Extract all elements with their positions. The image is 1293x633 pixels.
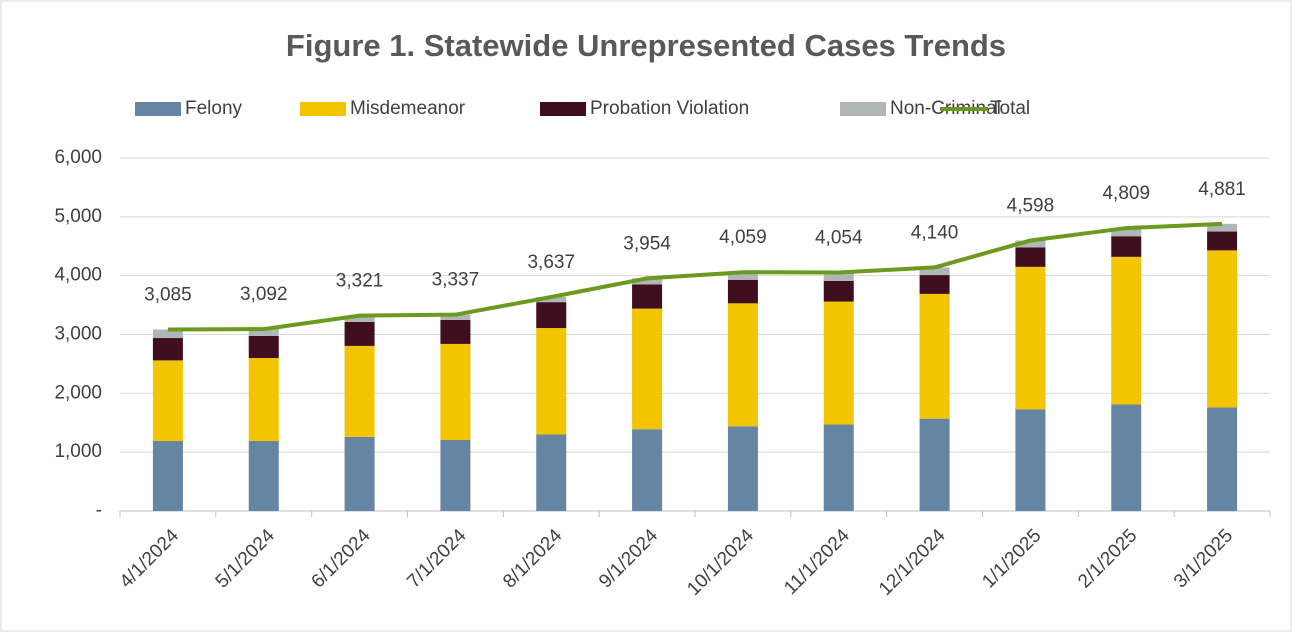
bar-segment: [344, 345, 375, 437]
bar-segment: [536, 328, 567, 435]
chart-title: Figure 1. Statewide Unrepresented Cases …: [286, 28, 1006, 63]
bar-segment: [152, 440, 183, 511]
bar-segment: [632, 429, 663, 511]
data-label: 4,059: [719, 227, 767, 248]
legend-swatch: [840, 102, 886, 116]
y-tick-label: -: [96, 500, 102, 521]
legend-label: Felony: [185, 98, 243, 119]
bar-segment: [1015, 247, 1046, 267]
y-tick-label: 5,000: [54, 206, 102, 227]
bar-segment: [536, 434, 567, 511]
legend-label: Total: [990, 98, 1030, 119]
data-label: 3,637: [527, 252, 575, 273]
bar-segment: [1111, 256, 1142, 405]
legend-swatch: [135, 102, 181, 116]
bar-segment: [152, 329, 183, 339]
bar-segment: [823, 280, 854, 302]
bar-segment: [919, 418, 950, 511]
bar-segment: [152, 360, 183, 441]
y-tick-label: 3,000: [54, 324, 102, 345]
data-label: 4,054: [815, 228, 863, 249]
bar-segment: [823, 301, 854, 425]
bar-segment: [1111, 228, 1142, 237]
bar-segment: [536, 297, 567, 303]
bar-segment: [440, 343, 471, 440]
legend-label: Misdemeanor: [350, 98, 466, 119]
bar-segment: [440, 319, 471, 344]
bar-segment: [344, 315, 375, 322]
data-label: 3,337: [432, 270, 480, 291]
bar-segment: [1015, 240, 1046, 248]
bar-segment: [152, 338, 183, 361]
bar-segment: [1015, 266, 1046, 410]
bar-segment: [823, 424, 854, 511]
bar-segment: [440, 439, 471, 511]
bar-segment: [1015, 409, 1046, 511]
bar-segment: [248, 329, 279, 336]
bar-segment: [919, 267, 950, 276]
bar-segment: [727, 426, 758, 511]
bar-segment: [440, 314, 471, 320]
y-tick-label: 1,000: [54, 441, 102, 462]
bar-segment: [919, 293, 950, 419]
legend-swatch: [300, 102, 346, 116]
bar-segment: [1111, 236, 1142, 257]
y-tick-label: 6,000: [54, 147, 102, 168]
bar-segment: [727, 279, 758, 304]
data-label: 3,321: [336, 271, 384, 292]
data-label: 4,881: [1198, 179, 1246, 200]
bar-segment: [632, 278, 663, 285]
bar-segment: [248, 358, 279, 441]
bar-segment: [1207, 231, 1238, 251]
bar-segment: [248, 440, 279, 511]
bar-segment: [248, 335, 279, 359]
bar-segment: [536, 302, 567, 329]
y-tick-label: 2,000: [54, 382, 102, 403]
y-tick-label: 4,000: [54, 265, 102, 286]
bar-segment: [1111, 404, 1142, 511]
total-line: [167, 221, 1223, 332]
bar-segment: [1207, 250, 1238, 408]
legend-swatch: [540, 102, 586, 116]
bar-segment: [632, 308, 663, 430]
bar-segment: [1207, 407, 1238, 511]
bar-segment: [344, 321, 375, 346]
data-label: 4,140: [911, 222, 959, 243]
data-label: 4,809: [1102, 183, 1150, 204]
data-label: 3,954: [623, 233, 671, 254]
bar-segment: [727, 272, 758, 280]
data-label: 4,598: [1007, 195, 1055, 216]
data-label: 3,085: [144, 285, 192, 306]
bar-segment: [823, 272, 854, 281]
legend-label: Probation Violation: [590, 98, 749, 119]
bar-segment: [1207, 223, 1238, 232]
bar-segment: [727, 303, 758, 427]
bar-segment: [919, 275, 950, 294]
bar-segment: [344, 436, 375, 511]
data-label: 3,092: [240, 284, 288, 305]
bar-segment: [632, 284, 663, 309]
